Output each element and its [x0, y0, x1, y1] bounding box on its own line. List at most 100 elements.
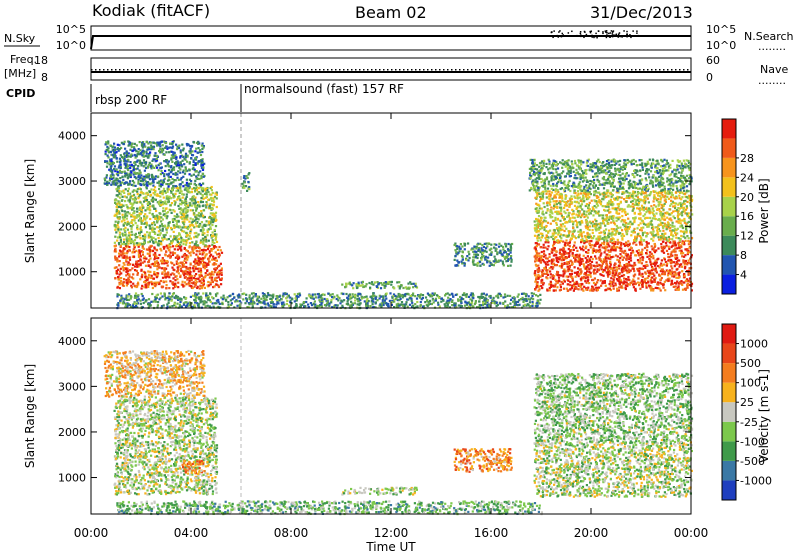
power-echo-cell — [555, 235, 558, 239]
power-echo-cell — [620, 255, 623, 258]
power-echo-cell — [204, 261, 207, 265]
power-echo-cell — [596, 288, 599, 292]
nsky-trace — [90, 30, 691, 50]
power-echo-cell — [578, 262, 581, 265]
power-echo-cell — [139, 264, 142, 267]
power-echo-cell — [112, 182, 115, 186]
power-echo-cell — [536, 254, 539, 257]
power-echo-cell — [137, 219, 140, 222]
power-echo-cell — [621, 258, 624, 261]
power-echo-cell — [686, 270, 689, 273]
nave-dot — [471, 69, 473, 71]
power-echo-cell — [182, 210, 185, 213]
power-echo-cell — [678, 249, 681, 252]
power-echo-cell — [148, 224, 151, 227]
power-echo-cell — [209, 254, 212, 257]
power-echo-cell — [598, 264, 601, 267]
power-echo-cell — [541, 273, 544, 276]
nave-dot — [407, 69, 409, 71]
power-echo-cell — [162, 245, 165, 249]
power-echo-cell — [199, 279, 202, 282]
power-echo-cell — [548, 255, 551, 258]
power-echo-cell — [552, 276, 555, 280]
power-echo-cell — [603, 240, 606, 244]
power-echo-cell — [566, 242, 569, 245]
power-echo-cell — [122, 204, 125, 207]
power-echo-cell — [129, 196, 132, 199]
power-echo-cell — [188, 178, 191, 181]
power-echo-cell — [165, 145, 168, 148]
power-echo-cell — [681, 255, 684, 258]
nave-dot — [679, 69, 681, 71]
power-echo-cell — [136, 153, 139, 156]
power-echo-cell — [552, 242, 556, 246]
power-echo-cell — [130, 202, 133, 205]
nave-dot — [687, 69, 689, 71]
power-echo-cell — [200, 164, 203, 167]
power-echo-cell — [133, 147, 136, 150]
power-echo-cell — [152, 191, 155, 195]
power-echo-cell — [594, 272, 597, 275]
power-echo-cell — [638, 273, 641, 276]
power-echo-cell — [158, 253, 161, 257]
power-echo-cell — [537, 273, 540, 277]
power-echo-cell — [683, 221, 686, 224]
power-echo-cell — [605, 265, 608, 269]
power-echo-cell — [161, 239, 164, 242]
power-echo-cell — [202, 216, 205, 219]
power-echo-cell — [144, 209, 147, 212]
power-echo-cell — [568, 245, 571, 248]
power-echo-cell — [361, 283, 364, 286]
power-echo-region-1 — [113, 185, 219, 247]
power-echo-cell — [563, 225, 566, 228]
power-echo-cell — [199, 222, 202, 226]
power-echo-cell — [172, 283, 175, 286]
power-echo-cell — [124, 181, 127, 185]
power-echo-cell — [119, 282, 122, 285]
power-echo-cell — [383, 282, 386, 285]
power-echo-cell — [209, 227, 212, 230]
power-echo-cell — [137, 283, 140, 286]
power-echo-cell — [627, 261, 631, 264]
power-echo-cell — [542, 283, 545, 286]
power-echo-cell — [667, 197, 670, 200]
power-echo-cell — [672, 201, 675, 205]
power-echo-cell — [579, 246, 582, 249]
power-echo-cell — [161, 218, 164, 221]
nave-dot — [467, 69, 469, 71]
power-echo-cell — [657, 283, 660, 286]
power-echo-cell — [601, 280, 605, 283]
power-echo-cell — [204, 272, 207, 275]
nsearch-dot — [556, 34, 559, 37]
power-echo-cell — [201, 172, 205, 175]
power-echo-cell — [454, 249, 457, 252]
power-echo-cell — [164, 169, 167, 173]
power-echo-cell — [182, 155, 185, 158]
power-echo-cell — [201, 193, 204, 197]
power-echo-cell — [546, 271, 549, 274]
power-echo-cell — [608, 208, 611, 211]
power-echo-cell — [141, 146, 144, 149]
power-echo-cell — [143, 165, 146, 168]
power-echo-cell — [209, 281, 212, 284]
power-echo-cell — [110, 183, 113, 186]
power-echo-cell — [143, 178, 146, 181]
power-echo-cell — [128, 249, 131, 252]
freq-tick-high: 18 — [34, 54, 48, 67]
power-echo-cell — [212, 216, 215, 219]
power-echo-cell — [546, 273, 550, 276]
power-echo-cell — [664, 271, 667, 274]
power-echo-cell — [662, 214, 665, 217]
power-echo-cell — [182, 185, 185, 188]
nsearch-dot — [584, 31, 586, 33]
power-echo-cell — [187, 182, 190, 185]
power-echo-cell — [180, 154, 184, 157]
nave-dot — [247, 69, 249, 71]
power-echo-cell — [156, 268, 159, 271]
power-echo-cell — [202, 209, 206, 212]
power-echo-cell — [561, 249, 565, 252]
power-echo-cell — [129, 180, 132, 183]
power-echo-cell — [558, 265, 561, 268]
power-echo-cell — [128, 281, 131, 284]
power-echo-cell — [166, 246, 169, 249]
